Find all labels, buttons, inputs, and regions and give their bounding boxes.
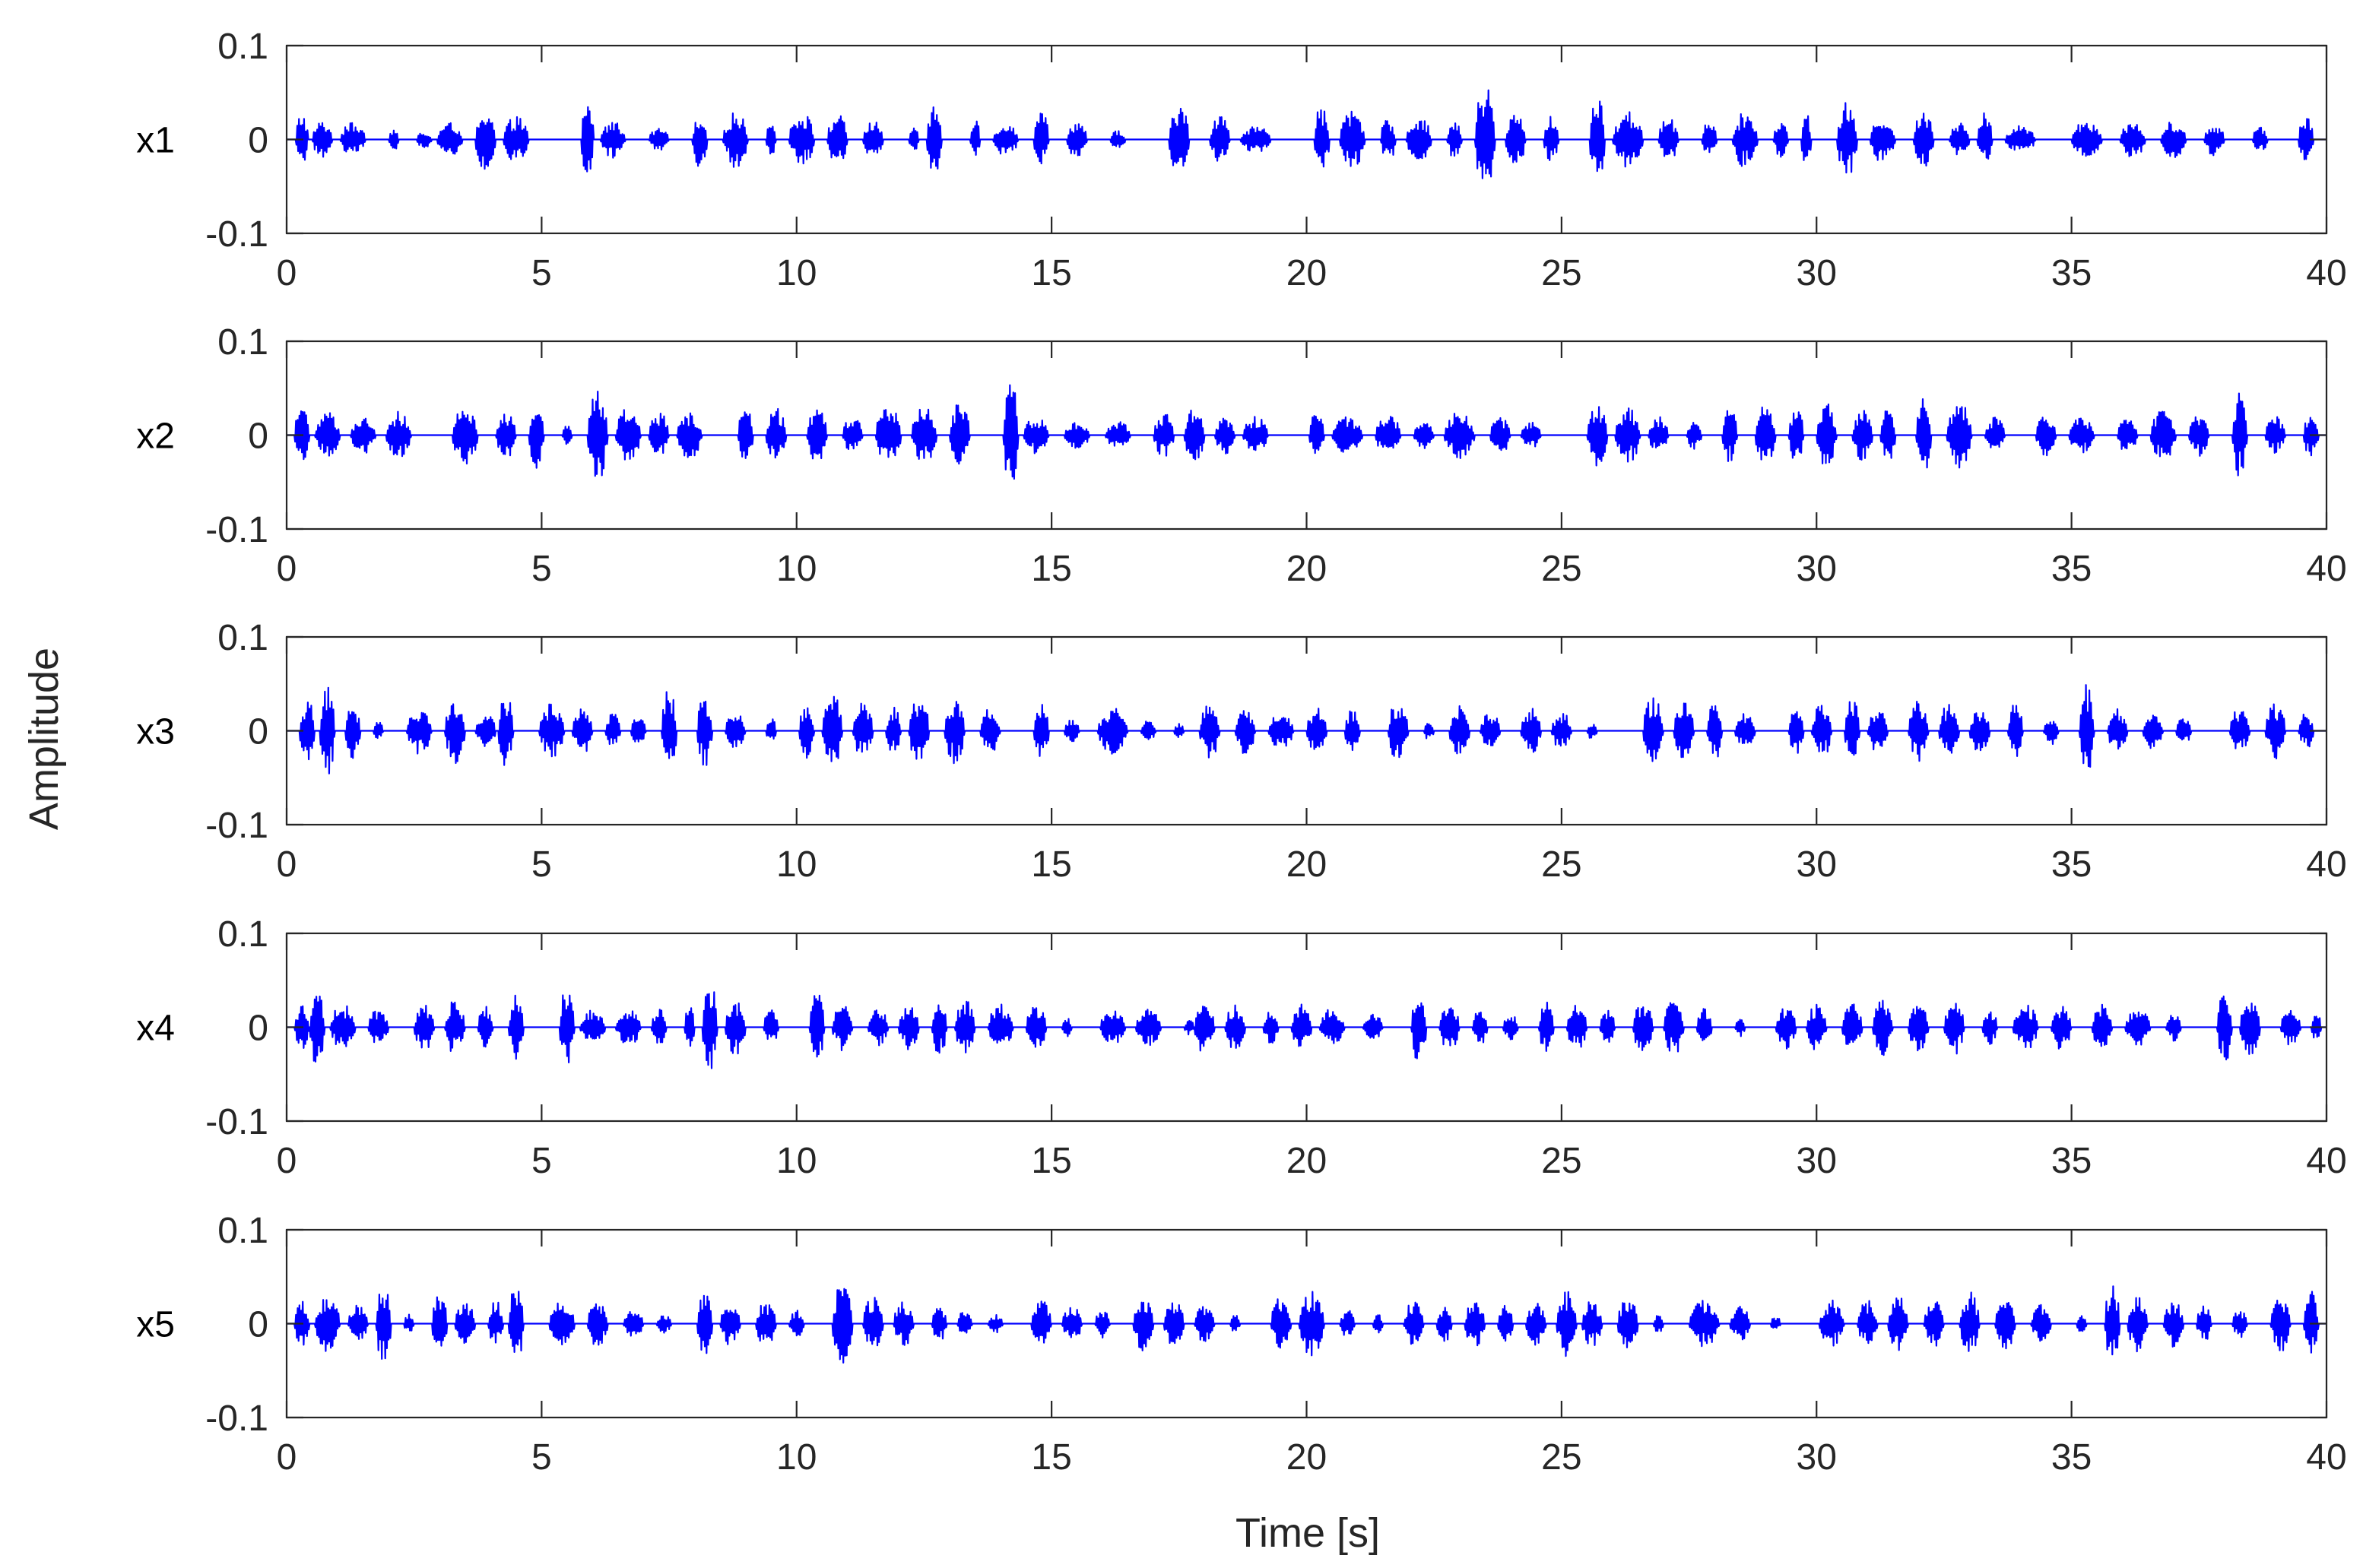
x-tick-label: 40 <box>2306 1141 2346 1181</box>
series-line-x4 <box>287 991 2327 1069</box>
y-tick-label: -0.1 <box>205 214 268 255</box>
x-tick-label: 30 <box>1797 1141 1837 1181</box>
y-tick-label: 0.1 <box>217 914 268 955</box>
y-tick-label: 0 <box>248 712 268 752</box>
x-tick-label: 40 <box>2306 1437 2346 1478</box>
x-tick-label: 5 <box>531 253 552 293</box>
subplot-x5: 0 5 10 15 20 25 30 35 400.10-0.1x5 <box>136 1211 2346 1478</box>
y-tick-label: 0.1 <box>217 27 268 67</box>
series-label-x4: x4 <box>136 1009 175 1049</box>
y-tick-label: -0.1 <box>205 1399 268 1439</box>
x-tick-label: 40 <box>2306 844 2346 885</box>
x-tick-label: 0 <box>277 844 297 885</box>
y-tick-label: -0.1 <box>205 510 268 550</box>
y-tick-label: -0.1 <box>205 1102 268 1142</box>
x-tick-label: 30 <box>1797 844 1837 885</box>
y-tick-label: 0.1 <box>217 1211 268 1251</box>
x-tick-label: 0 <box>277 1141 297 1181</box>
x-tick-label: 0 <box>277 253 297 293</box>
x-tick-label: 15 <box>1031 253 1071 293</box>
x-tick-label: 10 <box>776 549 817 589</box>
x-tick-label: 5 <box>531 844 552 885</box>
x-tick-label: 30 <box>1797 1437 1837 1478</box>
x-tick-label: 40 <box>2306 549 2346 589</box>
x-tick-label: 15 <box>1031 1437 1071 1478</box>
x-tick-label: 15 <box>1031 549 1071 589</box>
x-tick-label: 0 <box>277 549 297 589</box>
y-tick-label: 0 <box>248 1305 268 1345</box>
x-tick-label: 25 <box>1541 1437 1581 1478</box>
y-tick-label: 0 <box>248 417 268 457</box>
x-tick-label: 35 <box>2051 844 2092 885</box>
y-tick-label: 0 <box>248 121 268 161</box>
x-tick-label: 25 <box>1541 253 1581 293</box>
x-tick-label: 25 <box>1541 549 1581 589</box>
x-tick-label: 10 <box>776 1437 817 1478</box>
x-tick-label: 0 <box>277 1437 297 1478</box>
x-tick-label: 10 <box>776 1141 817 1181</box>
series-line-x3 <box>287 684 2327 774</box>
subplot-x3: 0 5 10 15 20 25 30 35 400.10-0.1x3 <box>136 618 2346 885</box>
series-label-x3: x3 <box>136 712 175 752</box>
x-tick-label: 30 <box>1797 549 1837 589</box>
x-axis-label: Time [s] <box>1235 1510 1380 1556</box>
y-tick-label: 0.1 <box>217 618 268 658</box>
x-tick-label: 15 <box>1031 1141 1071 1181</box>
x-tick-label: 35 <box>2051 1437 2092 1478</box>
series-line-x1 <box>287 89 2327 179</box>
y-tick-label: -0.1 <box>205 806 268 846</box>
x-tick-label: 40 <box>2306 253 2346 293</box>
x-tick-label: 20 <box>1286 549 1327 589</box>
x-tick-label: 30 <box>1797 253 1837 293</box>
x-tick-label: 25 <box>1541 844 1581 885</box>
x-tick-label: 25 <box>1541 1141 1581 1181</box>
subplot-x1: 0 5 10 15 20 25 30 35 400.10-0.1x1 <box>136 27 2346 293</box>
x-tick-label: 20 <box>1286 1141 1327 1181</box>
x-tick-label: 10 <box>776 253 817 293</box>
series-line-x5 <box>287 1285 2327 1364</box>
y-axis-label: Amplitude <box>21 648 67 830</box>
x-tick-label: 15 <box>1031 844 1071 885</box>
series-label-x2: x2 <box>136 417 175 457</box>
x-tick-label: 10 <box>776 844 817 885</box>
x-tick-label: 35 <box>2051 1141 2092 1181</box>
series-line-x2 <box>287 384 2327 480</box>
x-tick-label: 35 <box>2051 549 2092 589</box>
x-tick-label: 5 <box>531 1141 552 1181</box>
subplot-x2: 0 5 10 15 20 25 30 35 400.10-0.1x2 <box>136 322 2346 589</box>
series-label-x5: x5 <box>136 1305 175 1345</box>
series-label-x1: x1 <box>136 121 175 161</box>
x-tick-label: 20 <box>1286 253 1327 293</box>
y-tick-label: 0.1 <box>217 322 268 363</box>
subplot-x4: 0 5 10 15 20 25 30 35 400.10-0.1x4 <box>136 914 2346 1181</box>
x-tick-label: 5 <box>531 1437 552 1478</box>
x-tick-label: 5 <box>531 549 552 589</box>
x-tick-label: 20 <box>1286 844 1327 885</box>
y-tick-label: 0 <box>248 1009 268 1049</box>
x-tick-label: 35 <box>2051 253 2092 293</box>
x-tick-label: 20 <box>1286 1437 1327 1478</box>
